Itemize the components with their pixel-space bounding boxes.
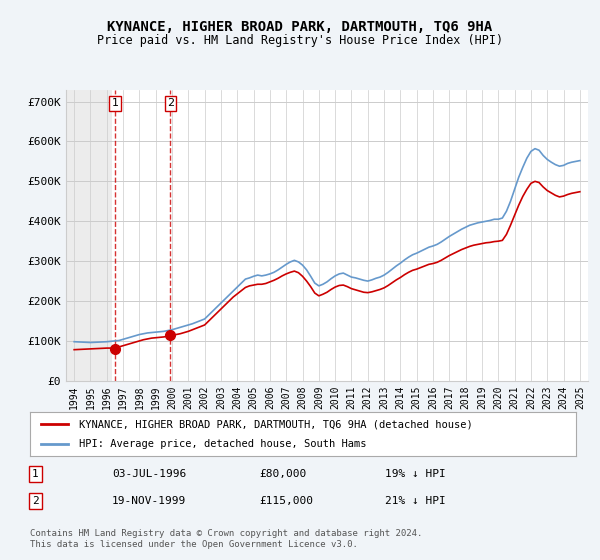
Text: Contains HM Land Registry data © Crown copyright and database right 2024.: Contains HM Land Registry data © Crown c… xyxy=(30,529,422,538)
Text: £115,000: £115,000 xyxy=(259,496,313,506)
Text: KYNANCE, HIGHER BROAD PARK, DARTMOUTH, TQ6 9HA: KYNANCE, HIGHER BROAD PARK, DARTMOUTH, T… xyxy=(107,20,493,34)
Text: KYNANCE, HIGHER BROAD PARK, DARTMOUTH, TQ6 9HA (detached house): KYNANCE, HIGHER BROAD PARK, DARTMOUTH, T… xyxy=(79,419,473,429)
Text: Price paid vs. HM Land Registry's House Price Index (HPI): Price paid vs. HM Land Registry's House … xyxy=(97,34,503,46)
Text: This data is licensed under the Open Government Licence v3.0.: This data is licensed under the Open Gov… xyxy=(30,540,358,549)
Text: 2: 2 xyxy=(167,99,174,108)
Text: £80,000: £80,000 xyxy=(259,469,307,479)
Bar xyxy=(66,90,112,381)
Text: HPI: Average price, detached house, South Hams: HPI: Average price, detached house, Sout… xyxy=(79,439,367,449)
Text: 19-NOV-1999: 19-NOV-1999 xyxy=(112,496,186,506)
Text: 03-JUL-1996: 03-JUL-1996 xyxy=(112,469,186,479)
Text: 1: 1 xyxy=(112,99,118,108)
Text: 19% ↓ HPI: 19% ↓ HPI xyxy=(385,469,446,479)
Text: 2: 2 xyxy=(32,496,39,506)
Text: 21% ↓ HPI: 21% ↓ HPI xyxy=(385,496,446,506)
Text: 1: 1 xyxy=(32,469,39,479)
